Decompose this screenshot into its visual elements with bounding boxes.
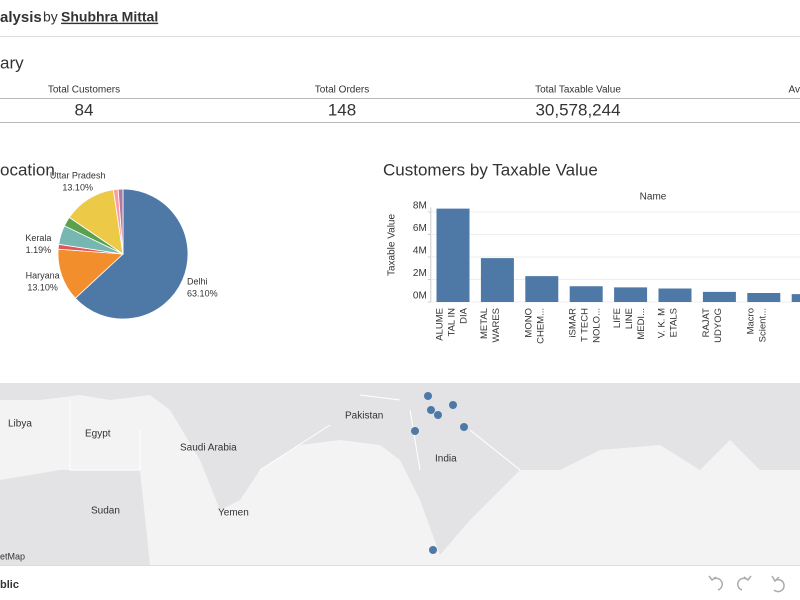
- map-label: Egypt: [85, 429, 111, 440]
- bar: [658, 288, 692, 302]
- x-tick-label: LIFE: [612, 308, 623, 328]
- map-point: [434, 411, 442, 419]
- kpi-value: 148: [328, 100, 356, 119]
- map: Libya Egypt Saudi Arabia Pakistan India …: [0, 383, 800, 565]
- undo-button[interactable]: [708, 575, 723, 591]
- pie-value-label: 1.19%: [26, 245, 52, 255]
- by-text: by: [43, 9, 58, 25]
- y-tick-label: 6M: [413, 223, 427, 234]
- kpi-value: 84: [75, 100, 94, 119]
- pie-slice: [74, 188, 189, 320]
- map-borders: [69, 394, 521, 471]
- footer-icons: [708, 575, 785, 593]
- pie-value-label: 13.10%: [27, 282, 58, 292]
- x-tick-label: TAL IN: [447, 308, 458, 337]
- x-tick-label: T TECH: [580, 308, 591, 342]
- x-tick-label: WARES: [491, 308, 502, 342]
- kpi-row: Total Customers 84 Total Orders 148 Total Ta…: [48, 85, 800, 120]
- x-tick-label: METAL: [479, 308, 490, 339]
- pie-value-label: 13.10%: [62, 182, 93, 192]
- map-label: India: [435, 454, 457, 465]
- map-land: [0, 383, 800, 555]
- map-label: Yemen: [218, 508, 249, 519]
- x-tick-label: LINE: [624, 308, 635, 329]
- x-tick-label: UDYOG: [713, 308, 724, 343]
- author-link[interactable]: Shubhra Mittal: [61, 9, 158, 25]
- kpi-label: Total Customers: [48, 85, 120, 96]
- kpi-label: Total Orders: [315, 85, 369, 96]
- pie-label: Kerala: [25, 233, 51, 243]
- dashboard-title: alysis: [0, 9, 42, 26]
- y-axis-title: Taxable Value: [387, 214, 398, 277]
- redo-button[interactable]: [737, 575, 752, 591]
- y-tick-label: 8M: [413, 201, 427, 212]
- kpi-value: 30,578,244: [535, 100, 620, 119]
- kpi-label: Av: [789, 85, 800, 96]
- map-attribution: etMap: [0, 551, 25, 561]
- y-tick-label: 0M: [413, 291, 427, 302]
- pie-slice: [117, 188, 124, 255]
- x-tick-label: DIA: [459, 307, 470, 324]
- bar: [525, 276, 559, 302]
- bar: [569, 286, 603, 302]
- map-label: Libya: [8, 419, 32, 430]
- map-label: Pakistan: [345, 411, 383, 422]
- summary-title: ary: [0, 53, 24, 72]
- x-tick-label: V. K. M: [657, 308, 668, 338]
- charts: ocation Delhi 63.10% Haryana 13.10% Kerala 1.1…: [0, 160, 800, 344]
- x-tick-label: Macro: [745, 308, 756, 334]
- chart-title: ocation: [0, 160, 55, 179]
- kpi-label: Total Taxable Value: [535, 85, 621, 96]
- x-tick-label: NOLO...: [592, 308, 603, 343]
- map-point: [429, 546, 437, 554]
- x-tick-label: iSMAR: [568, 308, 579, 338]
- x-tick-label: ALUME: [435, 308, 446, 341]
- map-land: [0, 470, 150, 565]
- map-label: Saudi Arabia: [180, 443, 237, 454]
- map-point: [411, 427, 419, 435]
- pie-label: Delhi: [187, 276, 208, 286]
- footer-text: blic: [0, 579, 19, 591]
- map-point: [427, 406, 435, 414]
- x-tick-label: RAJAT: [701, 308, 712, 338]
- bar: [614, 287, 648, 302]
- bar: [480, 258, 514, 302]
- bar: [436, 208, 470, 302]
- bar: [791, 294, 800, 302]
- chart-title: Customers by Taxable Value: [383, 160, 598, 179]
- map-point: [460, 423, 468, 431]
- x-tick-label: Scient...: [757, 308, 768, 342]
- y-tick-label: 4M: [413, 246, 427, 257]
- revert-button[interactable]: [771, 575, 785, 593]
- bar: [747, 293, 781, 302]
- y-tick-label: 2M: [413, 268, 427, 279]
- x-tick-label: MONO: [523, 308, 534, 338]
- x-tick-label: CHEM...: [535, 308, 546, 344]
- pie-label: Uttar Pradesh: [50, 170, 106, 180]
- column-header: Name: [640, 192, 667, 203]
- map-points: [411, 392, 468, 554]
- map-label: Sudan: [91, 506, 120, 517]
- map-point: [449, 401, 457, 409]
- map-point: [424, 392, 432, 400]
- pie-label: Haryana: [26, 270, 60, 280]
- x-tick-label: ETALS: [669, 308, 680, 337]
- x-tick-label: MEDI...: [636, 308, 647, 340]
- pie-value-label: 63.10%: [187, 288, 218, 298]
- bar: [702, 291, 736, 302]
